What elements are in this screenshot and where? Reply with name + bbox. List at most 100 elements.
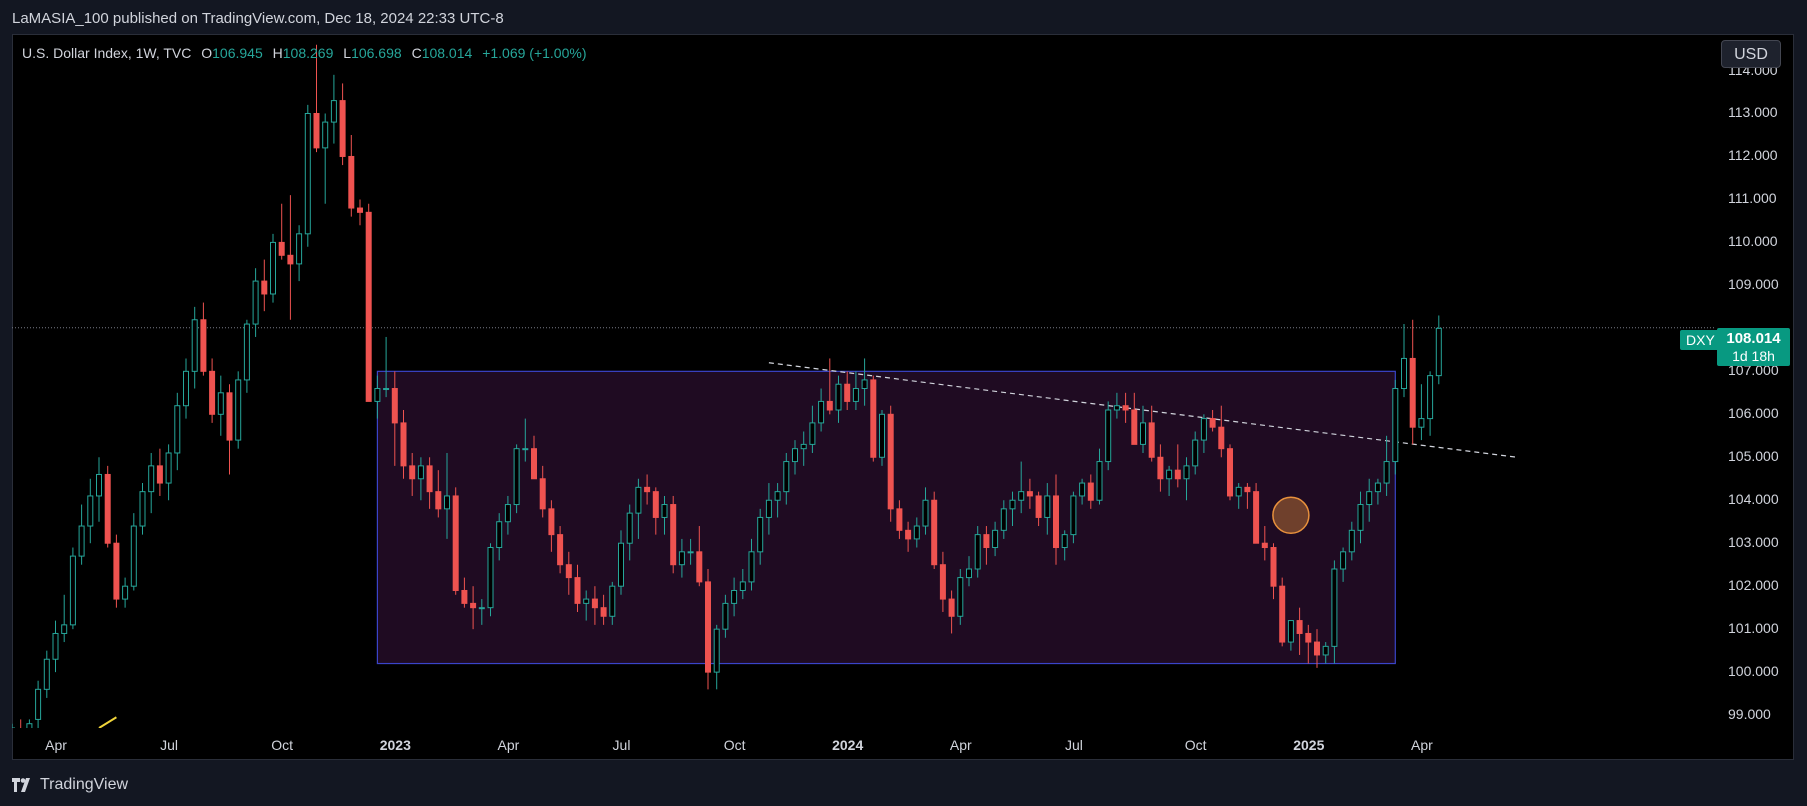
candle-body [887,413,894,510]
candle-body [130,525,137,587]
change-value: +1.069 (+1.00%) [482,45,587,61]
candle-body [713,628,720,673]
price-axis[interactable]: 114.000 113.000 112.000 111.000 110.000 109.0… [1716,34,1794,728]
candle-body [1200,418,1207,441]
symbol-label: U.S. Dollar Index, 1W, TVC [22,45,192,61]
candle-body [1227,448,1233,497]
bar-countdown: 1d 18h [1732,348,1775,364]
open-label: O [201,45,213,61]
tradingview-logo-icon [12,778,30,792]
candle-body [1113,405,1120,411]
candle-body [757,516,764,553]
candle-body [913,525,920,540]
candle-body [278,241,285,256]
candle-body [1314,641,1320,656]
candle-body [1253,491,1260,544]
candle-body [557,534,564,566]
candle-body [1105,409,1112,463]
candle-body [765,499,772,518]
candle-body [1418,418,1425,428]
candle-body [478,607,485,610]
price-tick-label: 100.000 [1728,663,1779,680]
brand-name: TradingView [40,776,129,793]
candle-body [739,581,746,591]
candle-body [35,688,42,720]
candle-body [365,211,372,402]
candle-body [922,499,929,527]
time-tick-label: Oct [1184,737,1207,753]
candle-body [96,473,102,497]
candle-body [104,473,111,544]
candle-body [1192,439,1199,467]
range-box-group [376,370,1396,665]
candle-body [426,465,433,493]
candle-body [165,452,172,484]
open-value: 106.945 [212,45,263,61]
footer-brand[interactable]: TradingView [12,774,128,796]
candle-body [652,491,659,518]
candle-body [313,112,320,149]
candle-body [835,383,842,411]
candle-body [226,392,233,441]
candle-body [1140,422,1146,445]
chart-plot[interactable] [12,34,1716,728]
candle-body [61,624,68,634]
candle-body [1131,409,1138,445]
currency-button[interactable]: USD [1721,40,1781,68]
candle-body [774,491,781,501]
candle-body [800,443,807,450]
candle-body [1044,495,1051,518]
high-value: 108.269 [282,45,334,61]
candle-body [461,589,468,604]
candle-body [209,370,216,415]
low-label: L [343,45,352,61]
candle-body [661,504,668,518]
candle-body [1287,620,1294,643]
candle-body [600,607,607,617]
publisher-caption: LaMASIA_100 published on TradingView.com… [12,10,504,27]
candle-body [705,581,711,673]
candle-body [644,486,651,493]
candle-body [69,555,76,626]
candle-body [678,551,685,566]
candle-body [1374,482,1381,493]
candle-body [896,508,903,531]
candle-body [339,100,346,157]
drawing-lines-group [12,327,1716,728]
price-tick-label: 103.000 [1728,534,1779,551]
candle-body [513,448,520,506]
time-tick-label: Oct [723,737,746,753]
candle-body [1305,632,1312,643]
candle-body [1244,486,1251,493]
candle-body [1357,504,1364,531]
candle-body [243,323,250,381]
candle-body [43,658,50,690]
close-label: C [411,45,422,61]
candle-body [1070,495,1077,536]
highlight-marker [1272,496,1310,535]
candle-body [1409,357,1416,428]
candle-body [409,465,416,480]
time-tick-label: Apr [949,737,972,753]
candle-body [191,319,198,372]
candle-body [1322,645,1329,656]
candle-body [1427,375,1434,420]
candle-body [852,388,859,402]
time-axis[interactable]: Apr Jul Oct 2023 Apr Jul Oct 2024 Apr Jul Oct 2025 A… [12,728,1716,760]
candle-body [583,598,590,604]
candle-body [722,602,729,630]
candle-body [696,551,703,583]
candle-body [1053,495,1059,549]
candle-body [435,491,442,510]
candle-body [1174,469,1181,480]
price-tick-label: 106.000 [1728,405,1779,422]
candle-body [635,486,642,514]
price-tick-label: 102.000 [1728,577,1779,594]
candle-body [148,465,155,493]
candle-body [939,564,946,600]
candle-body [531,448,537,480]
candle-body [818,400,825,424]
candle-body [1061,534,1068,549]
candle-body [391,388,398,424]
price-tick-label: 101.000 [1728,620,1779,637]
